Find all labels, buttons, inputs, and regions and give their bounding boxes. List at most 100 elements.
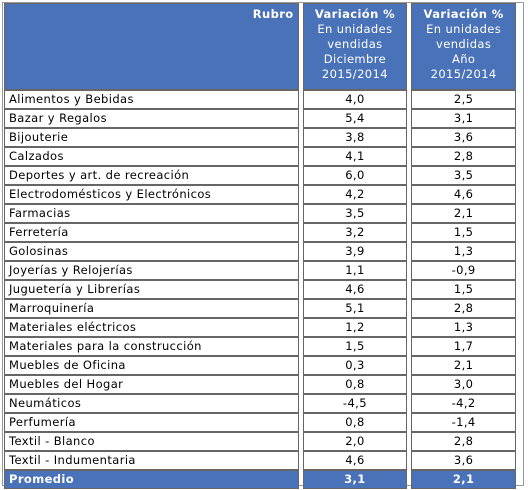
data-row: Marroquinería 5,1 2,8 [4,299,516,318]
average-value: 2,1 [411,470,516,489]
category-cell: Juguetería y Librerías [4,280,299,299]
header-subline: vendidas [327,37,383,51]
data-row: Ferretería 3,2 1,5 [4,223,516,242]
category-cell: Neumáticos [4,394,299,413]
data-row: Golosinas 3,9 1,3 [4,242,516,261]
value-cell: 3,5 [411,166,516,185]
data-row: Calzados 4,1 2,8 [4,147,516,166]
category-cell: Muebles del Hogar [4,375,299,394]
value-cell: 3,2 [302,223,408,242]
header-subline: Diciembre [323,52,387,66]
header-subline: En unidades [426,22,502,36]
value-cell: 0,8 [302,375,408,394]
value-cell: 4,6 [302,280,408,299]
value-cell: 2,5 [411,90,516,109]
value-cell: 5,1 [302,299,408,318]
value-cell: 4,2 [302,185,408,204]
value-cell: 0,8 [302,413,408,432]
data-row: Materiales para la construcción 1,5 1,7 [4,337,516,356]
header-subline: 2015/2014 [321,67,388,81]
category-cell: Farmacias [4,204,299,223]
category-cell: Alimentos y Bebidas [4,90,299,109]
value-cell: 2,8 [411,147,516,166]
average-value: 3,1 [302,470,408,489]
header-cell: Variación % En unidades vendidas Año 2015/20… [411,3,516,90]
value-cell: -4,2 [411,394,516,413]
data-row: Farmacias 3,5 2,1 [4,204,516,223]
category-cell: Electrodomésticos y Electrónicos [4,185,299,204]
category-cell: Golosinas [4,242,299,261]
value-cell: 1,3 [411,242,516,261]
value-cell: 1,5 [411,280,516,299]
header-title: Variación % [423,7,504,21]
category-cell: Ferretería [4,223,299,242]
header-subline: Año [451,52,476,66]
value-cell: 6,0 [302,166,408,185]
category-cell: Joyerías y Relojerías [4,261,299,280]
value-cell: 1,1 [302,261,408,280]
value-cell: 3,0 [411,375,516,394]
value-cell: 3,9 [302,242,408,261]
category-cell: Materiales para la construcción [4,337,299,356]
value-cell: 2,0 [302,432,408,451]
value-cell: 0,3 [302,356,408,375]
data-row: Textil - Blanco 2,0 2,8 [4,432,516,451]
value-cell: 4,0 [302,90,408,109]
header-row: Rubro Variación % En unidades vendidas Dicie… [4,3,516,90]
data-row: Deportes y art. de recreación 6,0 3,5 [4,166,516,185]
value-cell: 1,5 [302,337,408,356]
average-label: Promedio [4,470,299,489]
value-cell: 2,8 [411,432,516,451]
value-cell: 4,1 [302,147,408,166]
header-subline: vendidas [436,37,492,51]
value-cell: -4,5 [302,394,408,413]
data-row: Alimentos y Bebidas 4,0 2,5 [4,90,516,109]
value-cell: 1,3 [411,318,516,337]
value-cell: 5,4 [302,109,408,128]
data-row: Electrodomésticos y Electrónicos 4,2 4,6 [4,185,516,204]
data-row: Textil - Indumentaria 4,6 3,6 [4,451,516,470]
footer-row: Promedio 3,1 2,1 [4,470,516,489]
value-cell: 1,7 [411,337,516,356]
value-cell: 3,6 [411,128,516,147]
data-row: Neumáticos -4,5 -4,2 [4,394,516,413]
data-row: Muebles de Oficina 0,3 2,1 [4,356,516,375]
category-cell: Perfumería [4,413,299,432]
data-row: Joyerías y Relojerías 1,1 -0,9 [4,261,516,280]
value-cell: 3,1 [411,109,516,128]
value-cell: -1,4 [411,413,516,432]
data-row: Perfumería 0,8 -1,4 [4,413,516,432]
category-cell: Deportes y art. de recreación [4,166,299,185]
header-title: Variación % [314,7,396,21]
value-cell: 3,8 [302,128,408,147]
category-cell: Marroquinería [4,299,299,318]
value-cell: -0,9 [411,261,516,280]
value-cell: 4,6 [411,185,516,204]
value-cell: 2,8 [411,299,516,318]
category-cell: Bazar y Regalos [4,109,299,128]
category-cell: Muebles de Oficina [4,356,299,375]
value-cell: 1,5 [411,223,516,242]
category-cell: Bijouterie [4,128,299,147]
value-cell: 4,6 [302,451,408,470]
value-cell: 2,1 [411,356,516,375]
header-subline: En unidades [317,22,393,36]
data-row: Bazar y Regalos 5,4 3,1 [4,109,516,128]
category-cell: Calzados [4,147,299,166]
data-table: Rubro Variación % En unidades vendidas Dicie… [0,3,520,489]
category-cell: Materiales eléctricos [4,318,299,337]
value-cell: 2,1 [411,204,516,223]
category-cell: Textil - Blanco [4,432,299,451]
data-row: Muebles del Hogar 0,8 3,0 [4,375,516,394]
data-row: Bijouterie 3,8 3,6 [4,128,516,147]
value-cell: 3,5 [302,204,408,223]
value-cell: 3,6 [411,451,516,470]
header-rubro: Rubro [4,3,299,90]
data-row: Juguetería y Librerías 4,6 1,5 [4,280,516,299]
data-row: Materiales eléctricos 1,2 1,3 [4,318,516,337]
category-cell: Textil - Indumentaria [4,451,299,470]
header-subline: 2015/2014 [430,67,497,81]
value-cell: 1,2 [302,318,408,337]
header-cell: Variación % En unidades vendidas Diciembre 2… [302,3,408,90]
